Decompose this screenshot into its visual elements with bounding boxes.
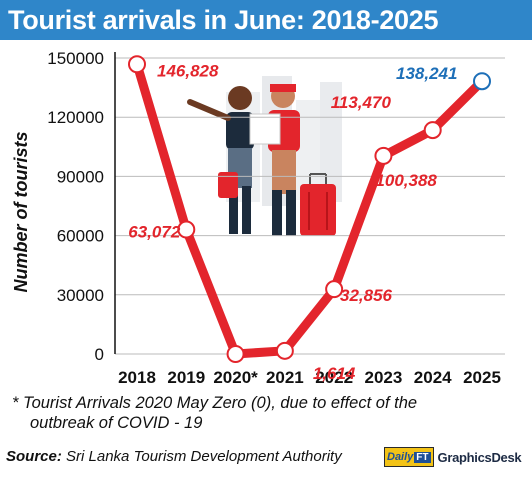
footnote-line-1: * Tourist Arrivals 2020 May Zero (0), du… [12,394,417,412]
data-point [425,122,441,138]
data-point [129,56,145,72]
daily-ft-logo: Daily FT [384,447,434,467]
source-text: Sri Lanka Tourism Development Authority [66,448,342,465]
y-axis: 0 30000 60000 90000 120000 150000 [47,49,115,364]
footnote-line-2: outbreak of COVID - 19 [12,413,522,433]
source-credit: Source: Sri Lanka Tourism Development Au… [6,448,406,465]
data-point [375,148,391,164]
data-point [277,343,293,359]
y-tick-label: 0 [95,345,104,364]
publisher-logo: Daily FT GraphicsDesk [384,447,521,467]
data-point [474,73,490,89]
data-label: 1,614 [313,364,356,383]
y-tick-label: 90000 [57,167,104,186]
illustration-tourists [190,76,342,236]
data-label: 138,241 [396,64,457,83]
x-tick-label: 2018 [118,368,156,387]
data-label: 113,470 [331,93,392,112]
logo-daily-text: Daily [387,451,413,463]
y-tick-label: 30000 [57,286,104,305]
source-label: Source: [6,448,62,465]
x-tick-label: 2023 [365,368,403,387]
x-tick-label: 2025 [463,368,501,387]
data-point [178,222,194,238]
y-axis-label: Number of tourists [11,131,31,292]
y-tick-label: 150000 [47,49,104,68]
data-label: 32,856 [340,286,393,305]
x-tick-label: 2019 [167,368,205,387]
x-axis-ticks: 2018 2019 2020* 2021 2022 2023 2024 2025 [118,368,501,387]
logo-ft-text: FT [414,452,430,463]
x-tick-label: 2024 [414,368,452,387]
y-tick-label: 120000 [47,108,104,127]
data-label: 63,072 [128,223,181,242]
data-label: 146,828 [157,61,219,80]
line-chart: 0 30000 60000 90000 120000 150000 Number of t… [0,40,532,390]
x-tick-label: 2021 [266,368,304,387]
graphics-desk-text: GraphicsDesk [438,450,522,465]
footnote: * Tourist Arrivals 2020 May Zero (0), du… [12,393,522,433]
chart-title: Tourist arrivals in June: 2018-2025 [0,0,532,40]
x-tick-label: 2020* [213,368,258,387]
data-label: 100,388 [375,171,437,190]
y-tick-label: 60000 [57,227,104,246]
data-point [228,346,244,362]
